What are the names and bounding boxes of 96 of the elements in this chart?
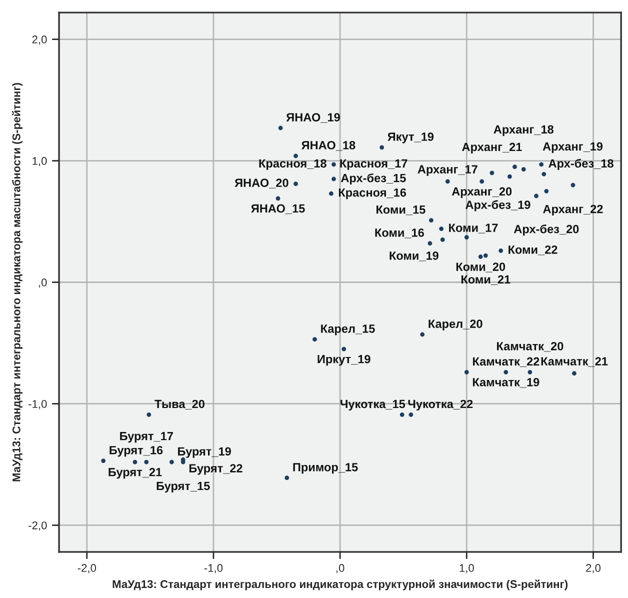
y-axis-title: МаУд13: Стандарт интегрального индикатора масштабности (S-рейтинг): [12, 83, 23, 482]
point: [429, 218, 434, 222]
point: [278, 126, 283, 130]
point: [420, 332, 425, 337]
annotation: Арханг_22: [543, 204, 603, 216]
annotation: Арх-без_19: [466, 200, 530, 212]
annotation: Арх-без_20: [514, 224, 579, 236]
annotation: Красноя_17: [340, 159, 408, 170]
point: [294, 154, 298, 158]
annotation: ЯНАО_20: [234, 178, 288, 188]
point: [544, 188, 549, 194]
point: [445, 179, 450, 184]
annotation: Карел_15: [321, 324, 375, 336]
annotation: Бурят_16: [110, 446, 163, 457]
y-tick-label: ,0: [38, 278, 47, 288]
point: [428, 241, 432, 246]
annotation: Красноя_18: [259, 159, 326, 170]
point: [528, 370, 532, 374]
annotation: Иркут_19: [318, 354, 370, 366]
annotation: Примор_15: [293, 463, 358, 474]
annotation: Тыва_20: [154, 400, 204, 410]
annotation: Камчатк_20: [497, 342, 564, 352]
point: [284, 476, 290, 480]
annotation: ЯНАО_15: [251, 204, 305, 214]
annotation: Якут_19: [388, 132, 434, 144]
annotation: Коми_16: [375, 228, 424, 238]
point: [101, 458, 106, 464]
point: [439, 226, 444, 231]
point: [146, 412, 152, 417]
x-tick-label: 2,0: [586, 564, 601, 574]
point: [380, 145, 384, 150]
annotation: ЯНАО_18: [302, 141, 356, 151]
annotation: Бурят_21: [108, 468, 162, 479]
point: [498, 248, 504, 253]
point: [294, 182, 298, 186]
annotation: Арханг_19: [542, 142, 603, 153]
point: [570, 182, 576, 188]
point: [408, 412, 414, 417]
annotation: Красноя_16: [338, 188, 406, 200]
x-tick-label: -2,0: [78, 564, 96, 574]
point: [539, 162, 544, 167]
point: [144, 460, 149, 464]
x-axis-title: МаУд13: Стандарт интегрального индикатора структурной значимости (S-рейтинг): [112, 580, 568, 590]
annotation: Арх-без_15: [340, 173, 406, 185]
annotation: Бурят_22: [189, 464, 242, 475]
point: [534, 194, 538, 198]
point: [332, 162, 336, 167]
point: [521, 167, 526, 172]
x-tick-label: -1,0: [204, 564, 223, 574]
point: [342, 346, 346, 352]
point: [490, 170, 494, 176]
annotation: Арханг_21: [462, 142, 522, 154]
y-tick-label: 1,0: [32, 157, 47, 166]
annotation: Коми_17: [449, 224, 498, 234]
point: [504, 370, 508, 374]
annotation: Камчатк_22: [472, 357, 540, 367]
annotation: Коми_15: [376, 206, 426, 216]
point: [276, 196, 280, 201]
point: [312, 337, 317, 342]
annotation: Чукотка_22: [408, 400, 473, 411]
annotation: Арханг_20: [452, 187, 512, 198]
annotation: Чукотка_15: [340, 400, 406, 411]
point: [329, 191, 334, 196]
y-tick-label: -1,0: [28, 400, 47, 410]
annotation: Арх-без_18: [548, 158, 614, 170]
annotation: Коми_19: [390, 252, 438, 262]
point: [507, 174, 512, 179]
annotation: Бурят_17: [120, 432, 173, 443]
point: [542, 172, 546, 176]
point: [464, 370, 469, 374]
annotation: Коми_20: [456, 262, 506, 272]
annotation: Камчатк_19: [472, 378, 540, 388]
point: [483, 253, 488, 258]
annotation: Бурят_19: [178, 447, 231, 458]
annotation: Камчатк_21: [541, 357, 608, 367]
annotation: Карел_20: [428, 320, 482, 330]
y-tick-label: -2,0: [28, 521, 47, 531]
annotation: Коми_21: [461, 275, 510, 285]
point: [512, 164, 517, 170]
annotation: Коми_22: [508, 245, 558, 256]
annotation: Арханг_18: [494, 125, 554, 136]
point: [464, 235, 469, 240]
point: [400, 412, 404, 417]
x-tick-label: ,0: [336, 564, 344, 574]
point: [132, 460, 138, 464]
point: [332, 176, 336, 182]
point: [440, 238, 445, 242]
y-tick-label: 2,0: [32, 36, 47, 45]
annotation: Арханг_17: [418, 165, 478, 176]
annotation: ЯНАО_19: [286, 113, 340, 123]
annotation: Бурят_15: [156, 482, 210, 493]
point: [478, 254, 483, 259]
point: [572, 371, 576, 376]
x-tick-label: 1,0: [460, 564, 474, 574]
point: [480, 179, 484, 184]
point: [170, 460, 174, 464]
